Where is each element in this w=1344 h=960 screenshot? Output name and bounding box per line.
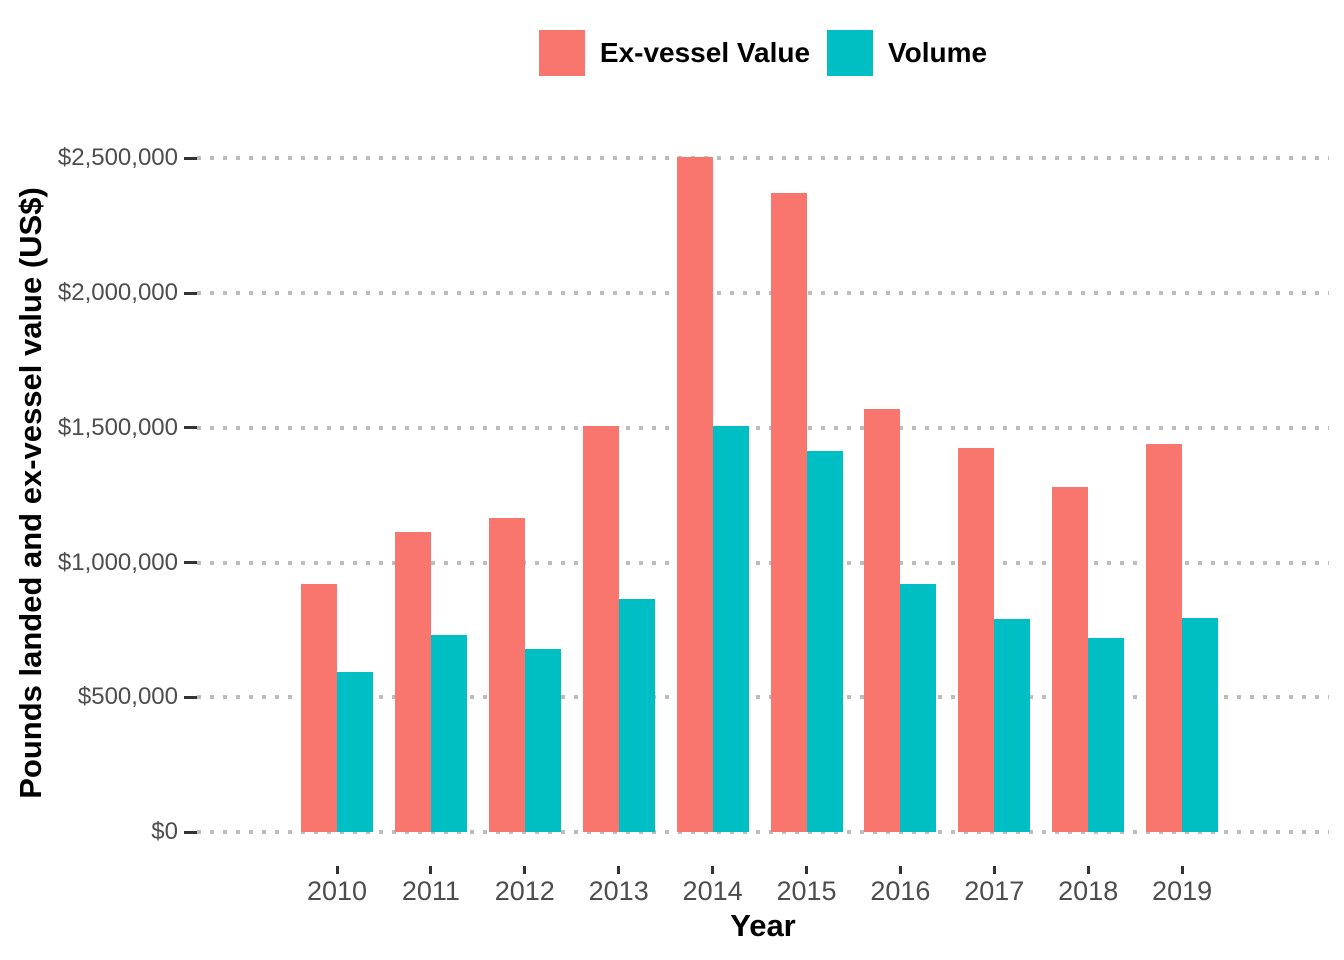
gridline-2500000: [197, 156, 1329, 161]
legend-label-volume: Volume: [888, 37, 988, 68]
gridline-2000000: [197, 291, 1329, 295]
x-tick-mark-2018: [1086, 866, 1090, 874]
gridline-0: [197, 830, 1329, 834]
bar-volume-2011: [430, 635, 467, 832]
x-tick-mark-2011: [429, 866, 433, 874]
gridline-1000000: [197, 560, 1329, 565]
legend: Ex-vessel Value Volume: [197, 28, 1329, 78]
bar-ex-vessel-value-2010: [301, 584, 337, 832]
y-tick-mark-2500000: [184, 156, 197, 160]
bar-ex-vessel-value-2011: [394, 531, 431, 832]
y-tick-label-1500000: $1,500,000: [57, 413, 178, 441]
y-tick-mark-2000000: [184, 291, 197, 295]
x-tick-label-2010: 2010: [306, 876, 368, 906]
x-tick-label-2018: 2018: [1058, 876, 1119, 906]
y-tick-label-2000000: $2,000,000: [57, 279, 178, 306]
x-tick-label-2017: 2017: [964, 876, 1025, 906]
y-tick-mark-1000000: [184, 561, 197, 564]
x-tick-label-2011: 2011: [401, 876, 460, 906]
x-tick-mark-2019: [1180, 866, 1184, 874]
gridline-500000: [197, 695, 1329, 700]
x-tick-label-2016: 2016: [870, 876, 931, 906]
bar-volume-2013: [618, 598, 655, 832]
plot-panel: [197, 120, 1329, 866]
bar-volume-2015: [806, 450, 843, 832]
y-tick-label-0: $0: [151, 818, 178, 845]
legend-item-volume: Volume: [827, 30, 987, 76]
y-tick-label-2500000: $2,500,000: [57, 144, 178, 172]
bar-volume-2018: [1088, 637, 1125, 832]
y-tick-mark-1500000: [184, 426, 197, 430]
bar-ex-vessel-value-2012: [488, 518, 525, 832]
bar-ex-vessel-value-2019: [1146, 443, 1183, 832]
legend-item-ex-vessel-value: Ex-vessel Value: [538, 30, 811, 76]
bar-ex-vessel-value-2016: [864, 408, 901, 832]
x-tick-mark-2013: [617, 866, 621, 874]
bar-volume-2012: [524, 648, 561, 832]
x-tick-mark-2014: [711, 866, 715, 874]
x-tick-mark-2012: [523, 866, 527, 874]
bar-ex-vessel-value-2013: [582, 426, 619, 832]
legend-label-ex-vessel-value: Ex-vessel Value: [599, 37, 811, 68]
x-tick-label-2012: 2012: [494, 876, 555, 906]
legend-swatch-ex-vessel-value: [538, 30, 585, 76]
bar-ex-vessel-value-2018: [1052, 487, 1089, 832]
x-tick-label-2014: 2014: [682, 876, 743, 906]
x-tick-label-2019: 2019: [1152, 876, 1213, 906]
bar-volume-2016: [900, 584, 937, 832]
bar-ex-vessel-value-2014: [676, 156, 713, 832]
bar-volume-2017: [994, 619, 1031, 832]
y-tick-label-1000000: $1,000,000: [57, 548, 178, 576]
y-tick-mark-0: [184, 830, 197, 834]
bar-ex-vessel-value-2015: [770, 193, 807, 832]
bar-volume-2019: [1182, 617, 1219, 832]
y-tick-label-500000: $500,000: [77, 683, 178, 711]
x-tick-mark-2017: [992, 866, 996, 874]
legend-swatch-volume: [827, 30, 874, 76]
x-tick-mark-2010: [335, 866, 339, 874]
x-tick-mark-2016: [898, 866, 902, 874]
x-axis-title: Year: [730, 908, 796, 943]
y-tick-mark-500000: [184, 695, 197, 699]
bar-ex-vessel-value-2017: [958, 447, 995, 832]
bar-volume-2014: [712, 426, 749, 832]
bar-volume-2010: [337, 671, 373, 832]
gridline-1500000: [197, 425, 1329, 430]
x-tick-label-2015: 2015: [776, 876, 837, 906]
x-tick-mark-2015: [805, 866, 808, 874]
x-tick-label-2013: 2013: [588, 876, 649, 906]
